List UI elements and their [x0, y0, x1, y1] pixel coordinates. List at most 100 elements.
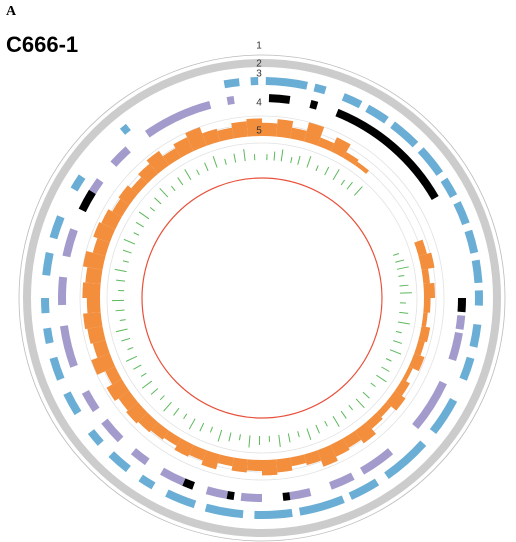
track-label: 5 [256, 126, 262, 137]
tick-mark [273, 151, 276, 161]
tick-mark [315, 424, 320, 434]
tick-mark [340, 410, 347, 419]
histogram-bar [418, 326, 431, 343]
purple-segment [130, 448, 150, 466]
tick-mark [141, 380, 153, 389]
blue-segment [390, 121, 419, 148]
tick-mark [332, 416, 340, 427]
chart-title: C666-1 [6, 32, 78, 57]
histogram-bar [421, 312, 428, 327]
tick-mark [324, 166, 330, 176]
histogram-bar [276, 119, 294, 139]
blue-segment [384, 440, 427, 480]
purple-segment [59, 325, 78, 368]
histogram-bar [394, 379, 410, 396]
purple-segment [144, 100, 212, 138]
tick-mark [224, 158, 227, 165]
histogram-bar [173, 137, 194, 158]
tick-mark [353, 186, 363, 196]
tick-mark [381, 366, 390, 372]
track-label: 4 [256, 98, 262, 109]
tick-mark [121, 337, 131, 342]
blue-segment [298, 495, 345, 516]
blue-segment [459, 356, 475, 381]
histogram-bar [354, 422, 377, 444]
tick-mark [196, 169, 200, 176]
tick-mark [133, 364, 142, 370]
histogram-bar [174, 438, 194, 457]
histogram-bar [423, 298, 431, 313]
blue-segment [204, 503, 244, 519]
histogram-bar [354, 161, 369, 174]
tick-mark [306, 156, 312, 168]
tick-mark [287, 433, 291, 443]
tick-mark [297, 155, 301, 165]
histogram-bar [146, 150, 170, 174]
tick-mark [159, 395, 165, 401]
blue-segment [41, 298, 50, 314]
blue-segment [119, 123, 131, 135]
histogram-bar [303, 450, 322, 466]
tick-mark [324, 420, 328, 427]
histogram-bar [86, 298, 101, 314]
histogram-bar [246, 459, 262, 471]
histogram-bar [82, 282, 101, 298]
tick-mark [114, 268, 127, 273]
blue-segment [138, 474, 156, 490]
black-segment [309, 100, 319, 110]
tick-mark [315, 165, 319, 172]
purple-segment [160, 467, 186, 486]
tick-mark [122, 249, 132, 254]
histogram-bar [343, 151, 359, 166]
tick-mark [248, 435, 251, 448]
track-label: 3 [256, 69, 262, 80]
histogram-bar [105, 366, 122, 385]
tick-mark [397, 321, 410, 325]
blue-segment [417, 147, 444, 176]
histogram-bar [402, 366, 413, 382]
histogram-bar [217, 127, 234, 142]
tick-mark [332, 169, 340, 180]
histogram-bar [414, 239, 427, 257]
purple-segment [360, 448, 394, 475]
tick-mark [398, 274, 405, 277]
histogram-bar [92, 238, 110, 257]
track-label: 1 [256, 41, 262, 52]
purple-segment [412, 380, 447, 430]
histogram-bar [231, 457, 248, 473]
blue-segment [348, 478, 380, 500]
histogram-bar [217, 454, 234, 467]
blue-segment [63, 391, 82, 416]
guide-rings [79, 115, 445, 481]
histogram-bar [386, 390, 406, 411]
purple-segment [448, 332, 463, 362]
histogram-bar [421, 268, 430, 284]
tick-mark [355, 398, 365, 409]
histogram-bar [201, 450, 221, 470]
histogram-bar [262, 122, 278, 137]
histogram-bar [330, 438, 350, 457]
black-segment [78, 189, 96, 213]
tick-mark [177, 177, 184, 186]
blue-segment [471, 259, 483, 284]
histogram-bar [118, 185, 138, 206]
histogram-bar [83, 312, 103, 330]
tick-mark [133, 232, 140, 236]
histogram-bar [164, 430, 181, 446]
tick-mark [212, 156, 218, 168]
blue-segment [474, 290, 484, 306]
histogram-bar [185, 127, 207, 152]
blue-segment [341, 93, 363, 109]
inner-circle [141, 177, 383, 419]
tick-mark [395, 259, 405, 263]
tick-mark [362, 391, 370, 399]
histogram-bar [290, 127, 307, 142]
tick-mark [396, 266, 409, 270]
histogram-bar [343, 430, 362, 448]
blue-segment [453, 201, 470, 226]
blue-segment [49, 356, 65, 381]
histogram-bar [376, 402, 392, 418]
tick-mark [204, 162, 209, 172]
histogram-bar [162, 148, 181, 166]
histogram-bar [150, 422, 170, 440]
